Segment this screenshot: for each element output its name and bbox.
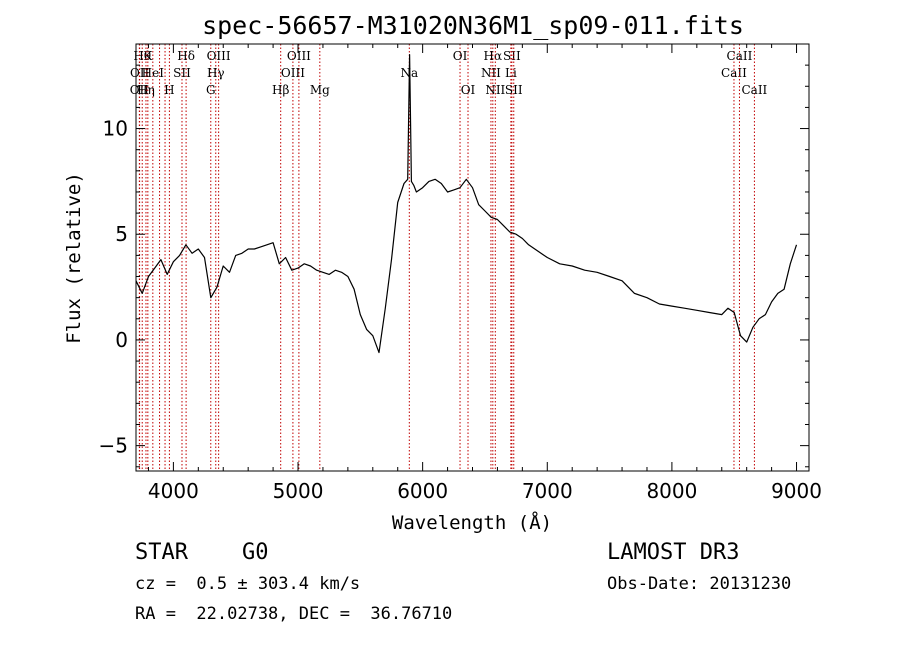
coordinates: RA = 22.02738, DEC = 36.76710	[135, 604, 453, 624]
line-label: CaII	[727, 49, 753, 63]
line-label: CaII	[741, 83, 767, 97]
line-label: Hη	[137, 83, 155, 97]
redshift-readout: cz = 0.5 ± 303.4 km/s	[135, 574, 361, 594]
line-label: Hθ	[133, 49, 151, 63]
line-label: SII	[505, 83, 523, 97]
y-tick-label: 5	[115, 222, 128, 246]
plot-frame	[135, 43, 810, 472]
line-label: OIII	[287, 49, 311, 63]
line-label: OII	[130, 83, 150, 97]
series-layer	[135, 54, 798, 354]
line-label: SII	[173, 66, 191, 80]
x-axis: 4000 5000 6000 7000 8000 9000	[148, 44, 822, 503]
line-label: NII	[481, 66, 501, 80]
obs-date: Obs-Date: 20131230	[607, 574, 792, 594]
line-label: OI	[453, 49, 468, 63]
x-tick-label: 8000	[646, 479, 697, 503]
y-axis: −5 0 5 10	[99, 43, 809, 468]
line-label: Hβ	[272, 83, 289, 97]
line-label: Hδ	[177, 49, 195, 63]
line-label: SII	[503, 49, 521, 63]
x-tick-label: 9000	[771, 479, 822, 503]
line-label: CaII	[721, 66, 747, 80]
line-label: Hγ	[207, 66, 225, 80]
line-label: OIII	[281, 66, 305, 80]
line-label: H	[164, 83, 174, 97]
y-tick-label: 0	[115, 328, 128, 352]
x-tick-label: 4000	[148, 479, 199, 503]
line-label: Mg	[310, 83, 330, 97]
x-tick-label: 6000	[397, 479, 448, 503]
survey-name: LAMOST DR3	[607, 540, 740, 565]
x-tick-label: 5000	[273, 479, 324, 503]
subclass: G0	[242, 540, 269, 565]
y-tick-label: 10	[103, 117, 128, 141]
line-label: OIII	[207, 49, 231, 63]
object-class: STAR	[135, 540, 188, 565]
line-label: Li	[505, 66, 517, 80]
line-label: OI	[461, 83, 476, 97]
line-label: K	[143, 49, 153, 63]
chart-title: spec-56657-M31020N36M1_sp09-011.fits	[202, 11, 744, 40]
x-axis-label: Wavelength (Å)	[392, 511, 552, 534]
line-label: NII	[485, 83, 505, 97]
line-label: Hα	[484, 49, 503, 63]
spectrum-line	[135, 54, 798, 354]
y-tick-label: −5	[99, 434, 128, 458]
line-label: HeI	[142, 66, 165, 80]
y-axis-label: Flux (relative)	[63, 172, 85, 344]
x-tick-label: 7000	[522, 479, 573, 503]
line-label: G	[206, 83, 216, 97]
